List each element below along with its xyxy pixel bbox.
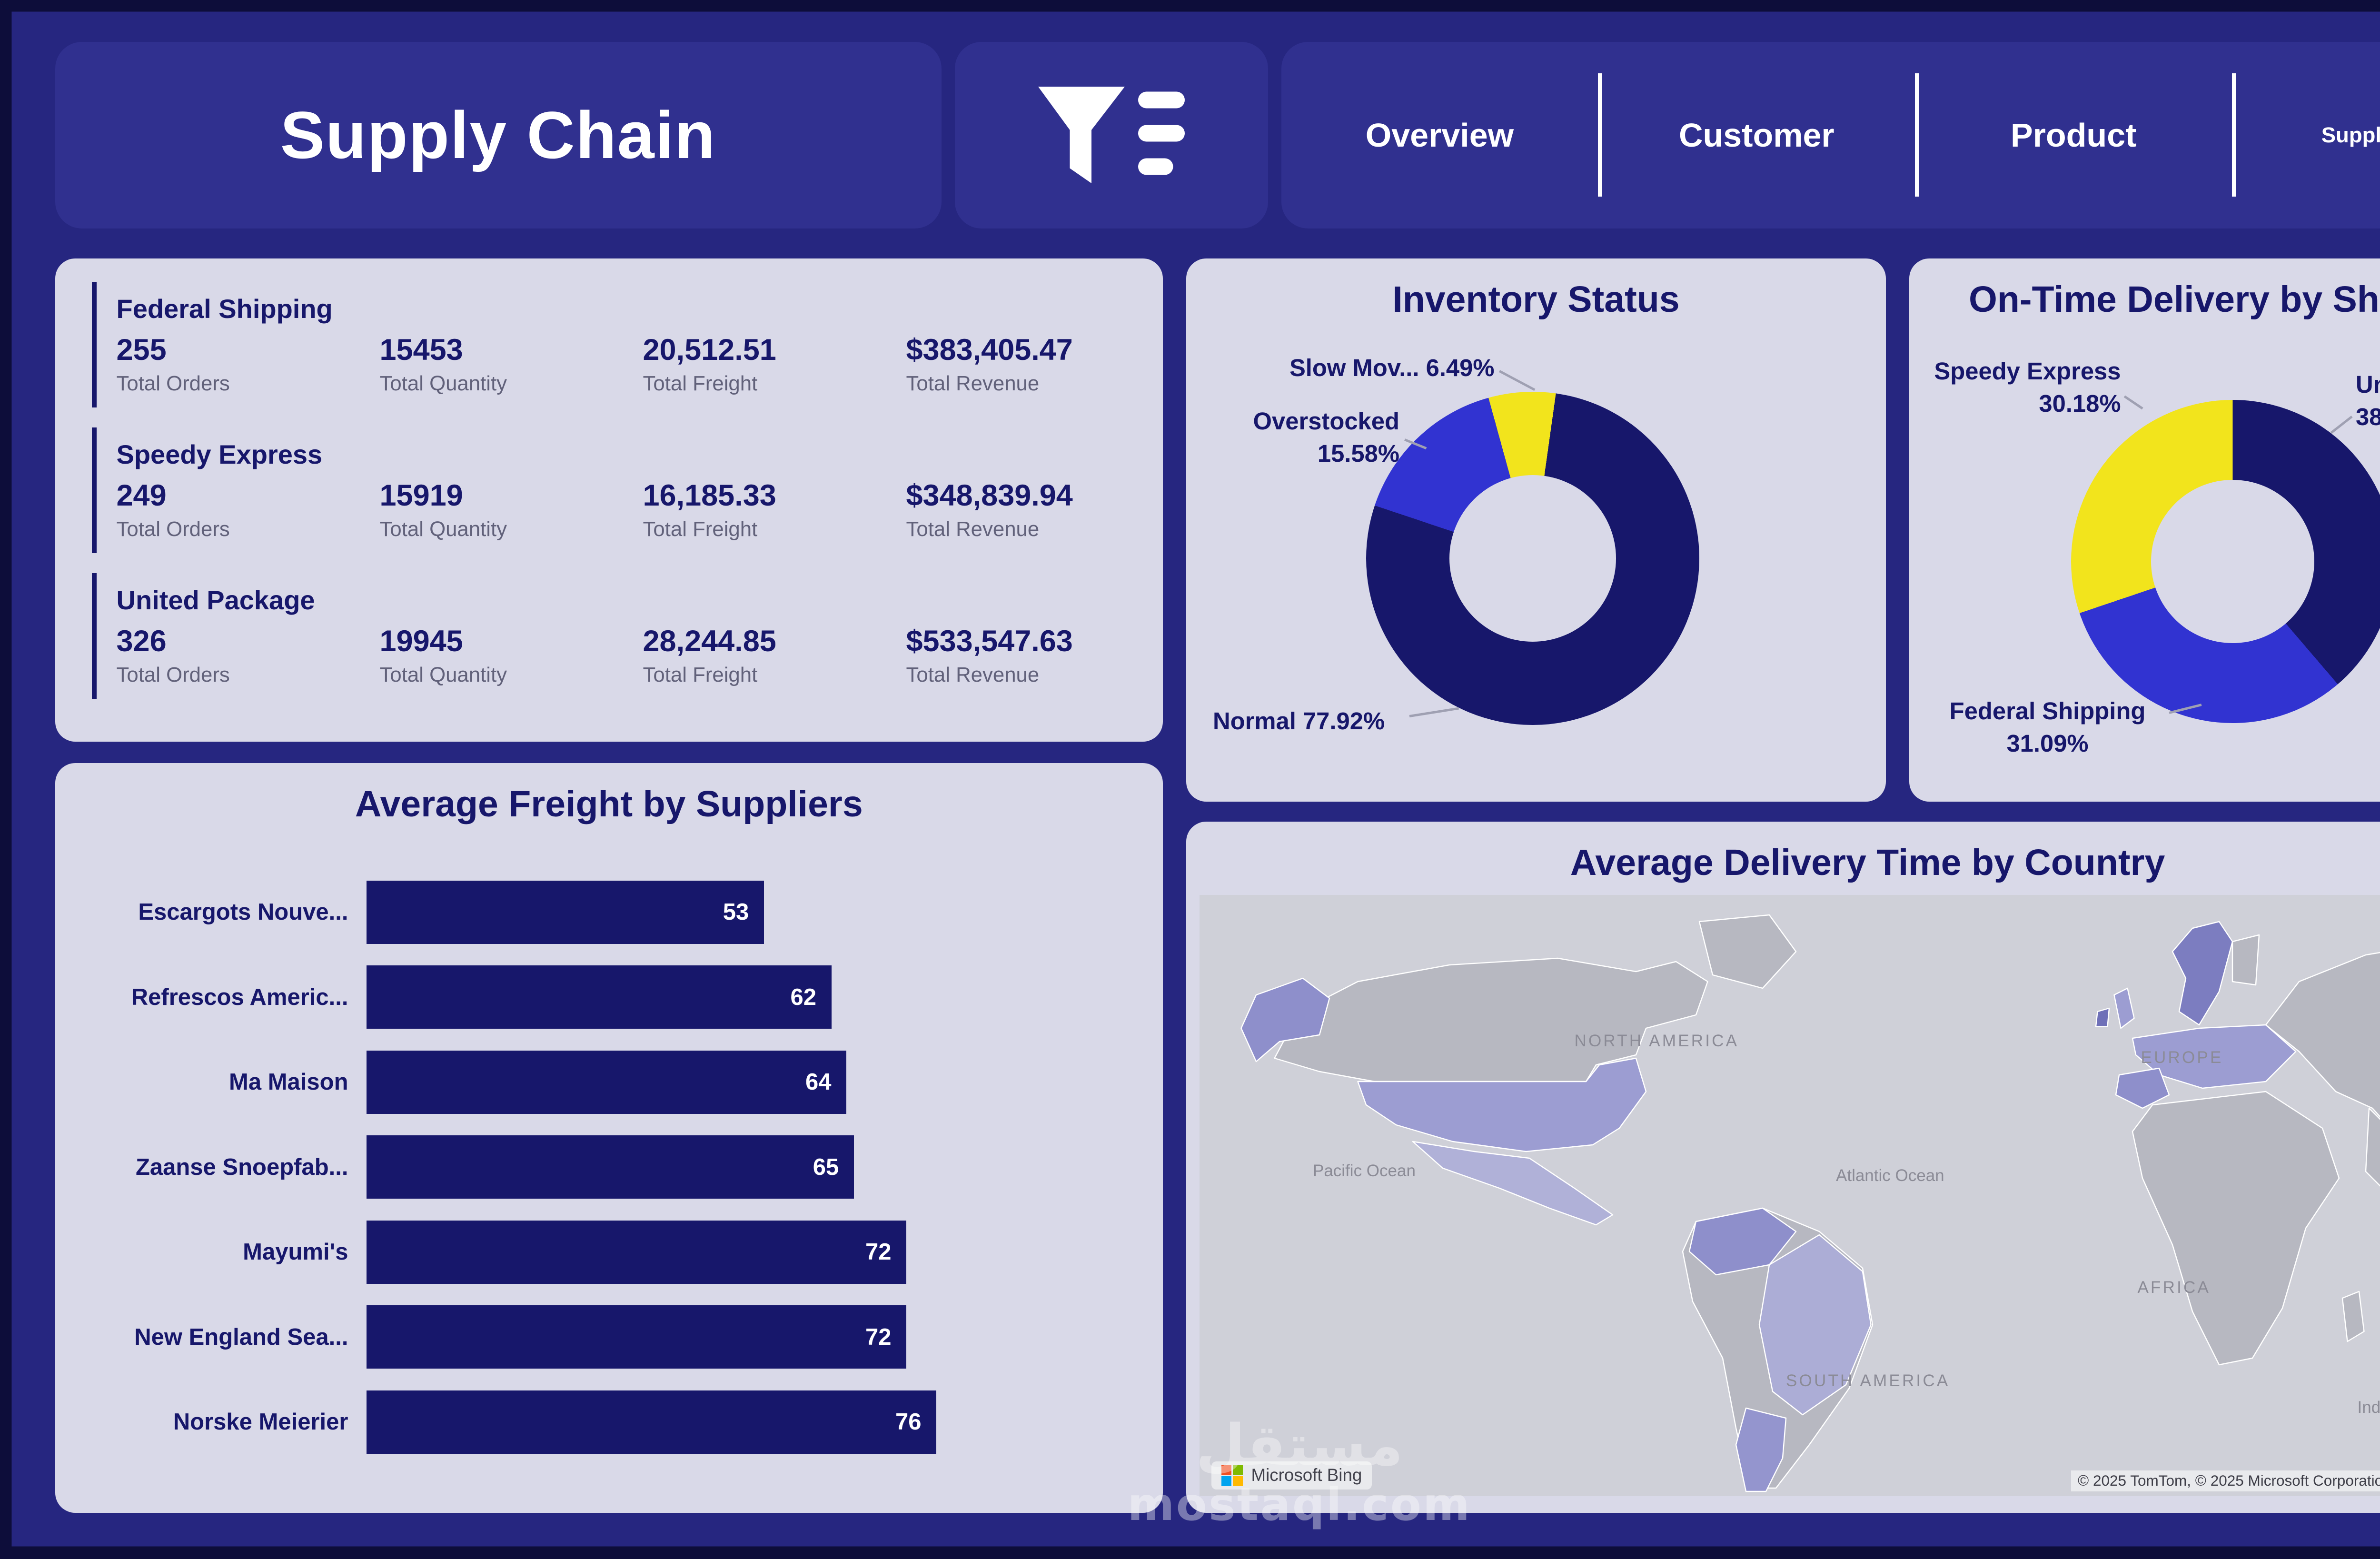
map-label-atlantic-ocean: Atlantic Ocean	[1836, 1166, 1944, 1185]
shipper-kpi-panel: Federal Shipping 255 Total Orders 15453 To…	[55, 258, 1163, 742]
bar-track: 65	[367, 1135, 966, 1199]
chart-title: Inventory Status	[1392, 278, 1680, 320]
kpi-metric: 249 Total Orders	[116, 478, 230, 541]
category-label: Norske Meierier	[173, 1409, 348, 1435]
delivery-donut-chart[interactable]	[2071, 400, 2380, 723]
bar-track: 76	[367, 1390, 966, 1454]
on-time-delivery-panel: On-Time Delivery by Shippers Speedy Expr…	[1909, 258, 2380, 802]
bing-logo: Microsoft Bing	[1211, 1461, 1372, 1489]
map-label-south-america: SOUTH AMERICA	[1786, 1371, 1950, 1390]
chart-title: Average Freight by Suppliers	[355, 784, 863, 824]
delivery-time-map-panel: Average Delivery Time by Country	[1186, 821, 2380, 1513]
average-freight-panel: Average Freight by Suppliers Escargots N…	[55, 763, 1163, 1513]
inventory-status-panel: Inventory Status Slow Mov... 6.49% Overs…	[1186, 258, 1886, 802]
world-map-svg	[1200, 894, 2380, 1496]
bar-chart: Escargots Nouve... 53 Refrescos Americ..…	[85, 870, 1133, 1465]
kpi-metric: 20,512.51 Total Freight	[643, 333, 776, 396]
bar-row: Zaanse Snoepfab... 65	[85, 1125, 1133, 1210]
callout-united-package: United Pack... 38.73%	[2356, 370, 2380, 431]
kpi-metrics: 249 Total Orders 15919 Total Quantity 16,1…	[117, 478, 1163, 542]
bar-row: Ma Maison 64	[85, 1040, 1133, 1125]
bar-track: 53	[367, 880, 966, 944]
map-label-europe: EUROPE	[2141, 1048, 2223, 1067]
kpi-metric: 28,244.85 Total Freight	[643, 624, 776, 687]
category-label: Refrescos Americ...	[131, 984, 348, 1010]
callout-speedy-express: Speedy Express 30.18%	[1934, 357, 2121, 417]
bar[interactable]: 72	[367, 1305, 906, 1369]
callout-line	[2330, 415, 2353, 434]
callout-federal-shipping: Federal Shipping 31.09%	[1949, 697, 2146, 757]
map-label-pacific-ocean: Pacific Ocean	[1313, 1161, 1416, 1180]
bar-track: 72	[367, 1305, 966, 1369]
world-map[interactable]: NORTH AMERICA EUROPE ASIA AFRICA SOUTH A…	[1200, 894, 2380, 1496]
bar-track: 72	[367, 1220, 966, 1284]
tab-overview[interactable]: Overview	[1365, 116, 1514, 154]
bar[interactable]: 64	[367, 1050, 846, 1114]
kpi-metric: 255 Total Orders	[116, 333, 230, 396]
chart-title: On-Time Delivery by Shippers	[1968, 278, 2380, 320]
tab-supply-chain[interactable]: Supply Chain	[2232, 42, 2380, 228]
map-label-north-america: NORTH AMERICA	[1574, 1031, 1739, 1050]
bar-row: Norske Meierier 76	[85, 1380, 1133, 1465]
kpi-metric: 16,185.33 Total Freight	[643, 478, 776, 541]
callout-line	[1409, 707, 1459, 717]
bar[interactable]: 62	[367, 965, 832, 1029]
kpi-metric: 326 Total Orders	[116, 624, 230, 687]
category-label: New England Sea...	[134, 1324, 348, 1350]
kpi-metrics: 255 Total Orders 15453 Total Quantity 20,5…	[117, 333, 1163, 396]
chart-title: Average Delivery Time by Country	[1570, 842, 2165, 883]
kpi-row-speedy-express[interactable]: Speedy Express 249 Total Orders 15919 Tota…	[91, 427, 1163, 553]
kpi-metric: 19945 Total Quantity	[379, 624, 507, 687]
map-label-africa: AFRICA	[2137, 1278, 2211, 1297]
kpi-metrics: 326 Total Orders 19945 Total Quantity 28,2…	[117, 624, 1163, 687]
bing-logo-label: Microsoft Bing	[1251, 1465, 1362, 1485]
bar-row: Refrescos Americ... 62	[85, 955, 1133, 1040]
category-label: Ma Maison	[229, 1069, 348, 1095]
kpi-metric: $383,405.47 Total Revenue	[906, 333, 1073, 396]
bar-row: New England Sea... 72	[85, 1295, 1133, 1380]
category-label: Mayumi's	[243, 1239, 348, 1265]
tab-product[interactable]: Product	[1915, 42, 2232, 228]
header-bar: Supply Chain Overview Customer Product S…	[55, 41, 2380, 228]
map-label-indian-ocean: Indian Ocean	[2357, 1398, 2380, 1417]
callout-slow-moving: Slow Mov... 6.49%	[1289, 354, 1495, 381]
category-label: Zaanse Snoepfab...	[135, 1154, 348, 1180]
bar[interactable]: 76	[367, 1390, 936, 1454]
bar-track: 62	[367, 965, 966, 1029]
kpi-row-federal-shipping[interactable]: Federal Shipping 255 Total Orders 15453 To…	[91, 281, 1163, 407]
microsoft-logo-icon	[1221, 1464, 1243, 1486]
bar[interactable]: 53	[367, 880, 764, 944]
kpi-metric: $348,839.94 Total Revenue	[906, 478, 1073, 541]
kpi-metric: $533,547.63 Total Revenue	[906, 624, 1073, 687]
shipper-name: Speedy Express	[116, 439, 323, 469]
callout-line	[1498, 370, 1536, 391]
page-title: Supply Chain	[280, 97, 716, 172]
category-label: Escargots Nouve...	[138, 899, 348, 925]
kpi-rows: Federal Shipping 255 Total Orders 15453 To…	[55, 258, 1163, 699]
callout-overstocked: Overstocked 15.58%	[1253, 407, 1399, 467]
bar-row: Mayumi's 72	[85, 1210, 1133, 1295]
kpi-metric: 15919 Total Quantity	[379, 478, 507, 541]
callout-line	[2123, 395, 2143, 409]
kpi-row-united-package[interactable]: United Package 326 Total Orders 19945 Tota…	[91, 573, 1163, 699]
inventory-donut-chart[interactable]	[1366, 391, 1699, 725]
bar-row: Escargots Nouve... 53	[85, 870, 1133, 955]
kpi-metric: 15453 Total Quantity	[379, 333, 507, 396]
nav-tabs: Overview Customer Product Supply Chain	[1281, 41, 2380, 228]
bar[interactable]: 65	[367, 1135, 854, 1199]
shipper-name: United Package	[116, 585, 315, 615]
funnel-filter-icon	[1038, 87, 1185, 183]
bar-track: 64	[367, 1050, 966, 1114]
filter-button[interactable]	[954, 41, 1268, 228]
tab-customer[interactable]: Customer	[1598, 42, 1915, 228]
bar[interactable]: 72	[367, 1220, 906, 1284]
map-attribution: © 2025 TomTom, © 2025 Microsoft Corporat…	[2071, 1470, 2380, 1491]
report-title-block: Supply Chain	[55, 41, 942, 228]
shipper-name: Federal Shipping	[116, 294, 333, 324]
callout-normal: Normal 77.92%	[1213, 707, 1385, 735]
